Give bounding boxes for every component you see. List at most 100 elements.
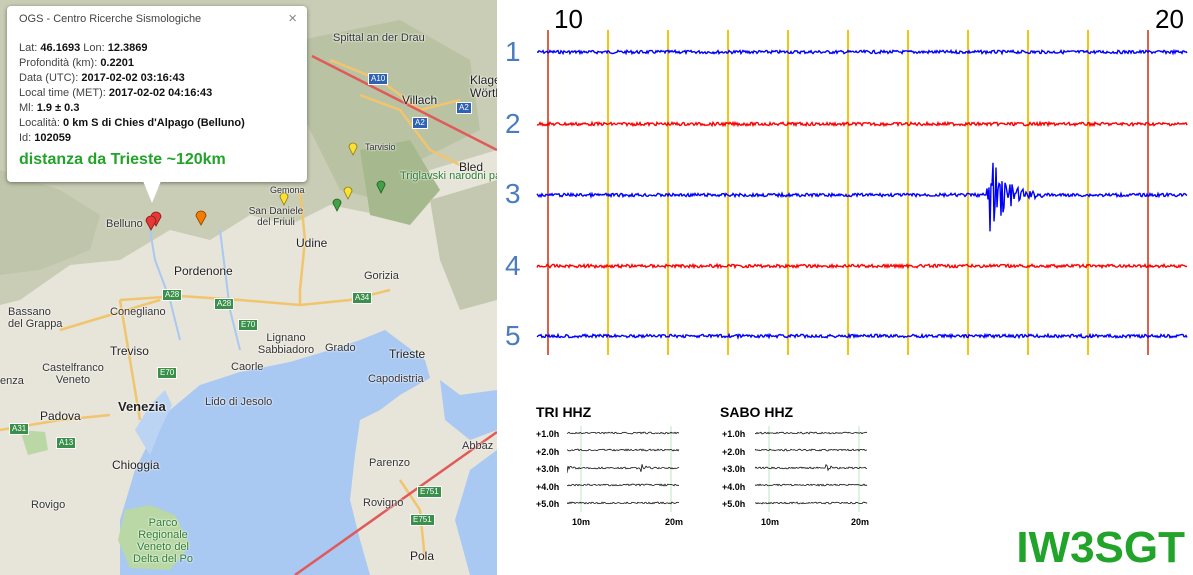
- event-marker[interactable]: [145, 211, 162, 231]
- road-shield: A34: [352, 292, 373, 304]
- heli-trace: [567, 464, 680, 473]
- heli-row-label: +4.0h: [722, 482, 746, 492]
- map-label-bassano: Bassano del Grappa: [8, 306, 63, 330]
- heli-trace: [755, 483, 868, 487]
- map-label-enza: enza: [0, 375, 24, 387]
- road-shield: A31: [9, 423, 30, 435]
- map-label-chioggia: Chioggia: [112, 458, 160, 472]
- channel-trace: [536, 120, 1188, 128]
- popup-id: Id: 102059: [19, 132, 72, 144]
- map-label-castelfranco: Castelfranco Veneto: [42, 362, 104, 386]
- map-markers: [145, 142, 386, 231]
- heli-trace: [755, 501, 868, 505]
- map-panel[interactable]: Spittal an der Drau Villach Klage Wörth …: [0, 0, 497, 575]
- channel-trace: [536, 48, 1188, 56]
- channel-trace: [536, 262, 1188, 270]
- heli-row-label: +5.0h: [536, 499, 560, 509]
- map-label-parco: Parco Regionale Veneto del Delta del Po: [133, 517, 193, 565]
- map-label-treviso: Treviso: [110, 344, 149, 358]
- event-info-popup: OGS - Centro Ricerche Sismologiche × Lat…: [7, 6, 307, 203]
- map-label-capodistria: Capodistria: [368, 373, 424, 385]
- road-shield: E751: [417, 486, 442, 498]
- popup-location: Località: 0 km S di Chies d'Alpago (Bell…: [19, 117, 245, 129]
- heli-row-label: +2.0h: [722, 447, 746, 457]
- road-shield: A10: [368, 73, 389, 85]
- heli-row-label: +1.0h: [536, 429, 560, 439]
- map-label-pola: Pola: [410, 549, 435, 563]
- x-tick-label: 10: [554, 4, 583, 34]
- callsign-label: IW3SGT: [1016, 523, 1185, 572]
- heli-x-tick: 20m: [665, 517, 684, 527]
- map-label-klagenfurt: Klage Wörth: [470, 73, 497, 100]
- heli-title-tri: TRI HHZ: [536, 404, 592, 420]
- map-label-grado: Grado: [325, 342, 356, 354]
- channel-trace: [536, 332, 1188, 340]
- popup-local-time: Local time (MET): 2017-02-02 04:16:43: [19, 87, 213, 99]
- map-label-belluno: Belluno: [106, 218, 143, 230]
- map-label-lidojesolo: Lido di Jesolo: [205, 396, 273, 408]
- popup-pointer: [143, 181, 161, 203]
- popup-depth: Profondità (km): 0.2201: [19, 57, 134, 69]
- road-shield: A28: [162, 289, 183, 301]
- popup-magnitude: Ml: 1.9 ± 0.3: [19, 102, 80, 114]
- road-shield: A13: [56, 437, 77, 449]
- heli-x-tick: 10m: [761, 517, 780, 527]
- close-icon[interactable]: ×: [288, 10, 297, 27]
- map-label-gemona: Gemona: [270, 185, 305, 195]
- map-label-triglav: Triglavski narodni park: [400, 170, 497, 182]
- heli-row-label: +3.0h: [536, 464, 560, 474]
- map-label-abbaz: Abbaz: [462, 440, 494, 452]
- map-label-trieste: Trieste: [389, 347, 426, 361]
- map-label-spittal: Spittal an der Drau: [333, 32, 425, 44]
- green-marker[interactable]: [376, 180, 386, 194]
- heli-row-label: +1.0h: [722, 429, 746, 439]
- heli-trace: [755, 448, 868, 452]
- channel-label: 3: [505, 178, 521, 209]
- road-shield: E70: [238, 319, 259, 331]
- channel-label: 4: [505, 250, 521, 281]
- map-label-bled: Bled: [459, 160, 484, 174]
- heli-row-label: +2.0h: [536, 447, 560, 457]
- helicorder-sabo: [755, 426, 868, 512]
- heli-title-sabo: SABO HHZ: [720, 404, 794, 420]
- green-marker[interactable]: [332, 198, 342, 212]
- popup-coordinates: Lat: 46.1693 Lon: 12.3869: [19, 42, 148, 54]
- helicorder-tri: [567, 426, 680, 512]
- heli-trace: [567, 448, 680, 452]
- road-shield: A2: [456, 102, 472, 114]
- heli-trace: [755, 431, 868, 435]
- orange-marker[interactable]: [195, 210, 207, 226]
- map-label-udine: Udine: [296, 236, 328, 250]
- heli-trace: [567, 431, 680, 435]
- yellow-marker[interactable]: [279, 192, 289, 206]
- heli-row-label: +4.0h: [536, 482, 560, 492]
- map-label-caorle: Caorle: [231, 361, 264, 373]
- heli-trace: [755, 463, 868, 472]
- popup-distance: distanza da Trieste ~120km: [19, 151, 226, 168]
- map-label-conegliano: Conegliano: [110, 306, 166, 318]
- x-tick-label: 20: [1155, 4, 1184, 34]
- channel-label: 5: [505, 320, 521, 351]
- channel-label: 2: [505, 108, 521, 139]
- map-label-villach: Villach: [402, 93, 438, 107]
- road-shield: A28: [214, 298, 235, 310]
- road-shield: E751: [410, 514, 435, 526]
- map-label-rovigo: Rovigo: [31, 499, 66, 511]
- heli-x-tick: 20m: [851, 517, 870, 527]
- seismogram-panel: 10 20 1 2 3 4 5 TRI HHZ +1.0h +2.0h +3.0…: [497, 0, 1193, 575]
- heli-trace: [567, 501, 680, 505]
- map-label-lignano: Lignano Sabbiadoro: [257, 332, 315, 356]
- road-shield: A2: [412, 117, 428, 129]
- road-shield: E70: [157, 367, 178, 379]
- channel-trace: [536, 162, 1188, 232]
- map-label-sandaniele: San Daniele del Friuli: [248, 206, 304, 228]
- yellow-marker[interactable]: [348, 142, 358, 156]
- popup-title: OGS - Centro Ricerche Sismologiche: [19, 13, 202, 25]
- map-label-tarvisio: Tarvisio: [365, 142, 396, 152]
- heli-row-label: +3.0h: [722, 464, 746, 474]
- map-label-padova: Padova: [40, 409, 81, 423]
- yellow-marker[interactable]: [343, 186, 353, 200]
- map-label-venezia: Venezia: [118, 399, 166, 414]
- heli-row-label: +5.0h: [722, 499, 746, 509]
- map-label-pordenone: Pordenone: [174, 264, 233, 278]
